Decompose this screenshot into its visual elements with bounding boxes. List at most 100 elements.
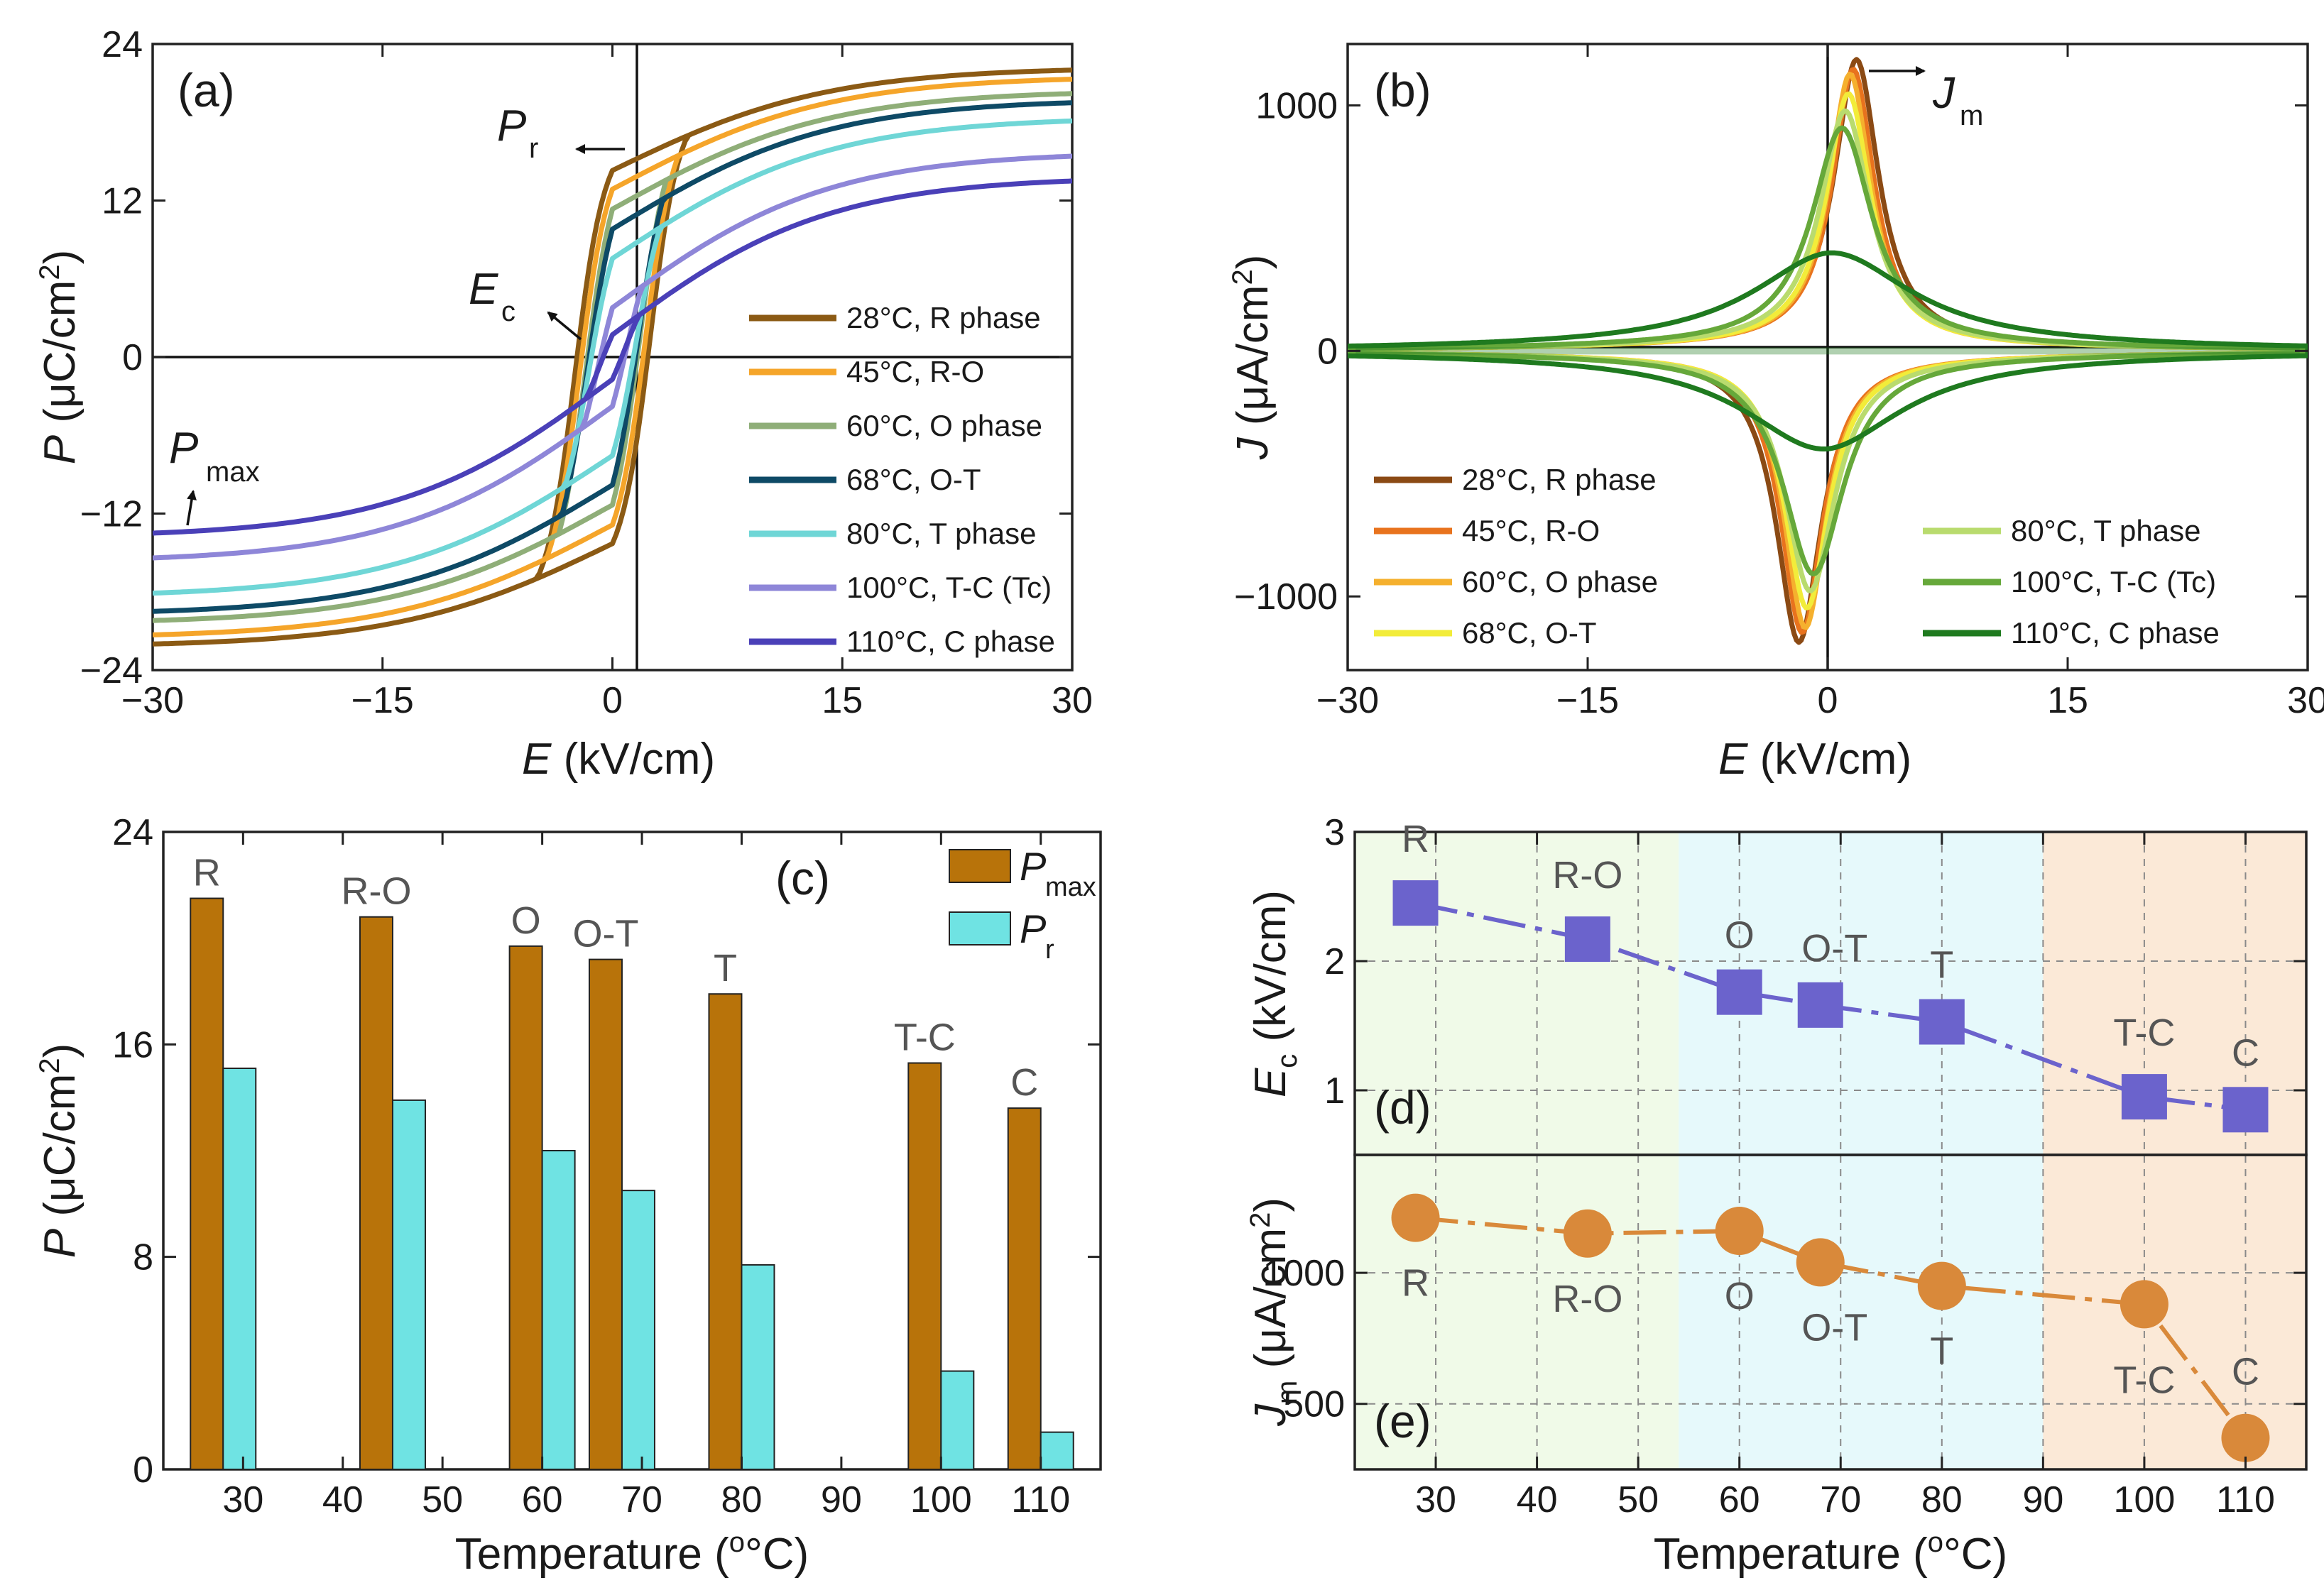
c-ytick-label: 8 — [133, 1237, 153, 1278]
panel-c-label: (c) — [775, 852, 830, 904]
ec-point-label-1: R-O — [1552, 854, 1622, 897]
jm-point-4 — [1917, 1261, 1966, 1310]
c-ytick-label: 0 — [133, 1449, 153, 1491]
e-xtick-label: 80 — [1921, 1479, 1963, 1520]
a-xtick-label: 0 — [602, 680, 623, 721]
panel-de-ticks: 30 40 50 60 70 80 90 100 110 3 2 1 1000 500 — [1262, 812, 2306, 1520]
phase-region-2 — [2043, 832, 2306, 1469]
svg-text:P: P — [169, 424, 198, 473]
svg-text:E: E — [469, 265, 498, 314]
jm-point-label-3: O-T — [1801, 1306, 1867, 1349]
annotation-pmax: P max — [169, 424, 260, 526]
ec-point-5 — [2121, 1074, 2167, 1120]
jm-point-2 — [1715, 1207, 1764, 1256]
bar-phase-label-4: T — [714, 947, 737, 990]
a-xtick-label: 15 — [822, 680, 863, 721]
e-xtick-label: 110 — [2216, 1479, 2275, 1520]
panel-b-current: −30 −15 0 15 30 1000 0 −1000 (b) J m 28°C, R ph… — [1227, 43, 2324, 784]
a-ytick-label: 12 — [102, 181, 143, 222]
a-xtick-label: 30 — [1052, 680, 1093, 721]
svg-text:max: max — [206, 456, 260, 488]
b-legend-label-6: 110°C, C phase — [2011, 616, 2220, 649]
ec-point-label-4: T — [1930, 944, 1953, 987]
e-xtick-label: 70 — [1820, 1479, 1861, 1520]
b-xtick-label: 30 — [2287, 680, 2324, 721]
c-xtick-label: 80 — [721, 1479, 763, 1520]
panel-a-hysteresis: −30 −15 0 15 30 24 12 0 −12 −24 (a) P r E c P max… — [34, 24, 1093, 784]
jm-point-6 — [2221, 1413, 2270, 1462]
panel-e-frame — [1353, 1153, 2308, 1471]
bar-phase-label-6: C — [1010, 1061, 1038, 1104]
bar-pr-2 — [541, 1150, 576, 1470]
ec-point-2 — [1716, 969, 1762, 1015]
b-legend-label-0: 28°C, R phase — [1462, 463, 1657, 496]
bar-phase-label-5: T-C — [894, 1016, 956, 1059]
bar-pr-4 — [741, 1264, 775, 1471]
j-series-5 — [1348, 125, 2308, 577]
panel-c-bars: R R-OO O-TTT-CC 30 40 50 60 70 80 90 100 110241680… — [34, 812, 1102, 1579]
jm-point-label-4: T — [1930, 1330, 1953, 1373]
b-ytick-label: −1000 — [1234, 576, 1338, 618]
bar-pmax-5 — [907, 1062, 942, 1470]
panel-a-label: (a) — [178, 64, 235, 116]
c-xtick-label: 70 — [621, 1479, 662, 1520]
a-legend-label-6: 110°C, C phase — [846, 625, 1055, 658]
b-legend-label-2: 60°C, O phase — [1462, 565, 1658, 598]
panel-a-loops — [153, 67, 1072, 647]
e-ytick-label: 500 — [1283, 1384, 1345, 1425]
bar-pmax-4 — [708, 993, 743, 1471]
panel-a-xlabel: E (kV/cm) — [522, 735, 715, 784]
bar-phase-label-0: R — [193, 852, 221, 894]
panel-c-ylabel: P (μC/cm2) — [34, 1043, 84, 1259]
panel-e-label: (e) — [1374, 1395, 1431, 1447]
a-legend-label-3: 68°C, O-T — [846, 463, 981, 496]
a-xtick-label: −30 — [121, 680, 184, 721]
a-legend-label-2: 60°C, O phase — [846, 409, 1042, 442]
pmax-arrow — [186, 490, 197, 526]
ec-point-6 — [2222, 1087, 2269, 1133]
svg-text:J: J — [1932, 69, 1955, 118]
panel-b-legend: 28°C, R phase 45°C, R-O 60°C, O phase 68°C,… — [1374, 463, 2220, 649]
panel-e-ylabel: Jm (μA/cm2) — [1245, 1197, 1303, 1427]
bar-pr-1 — [391, 1099, 426, 1470]
jm-point-label-6: C — [2232, 1351, 2259, 1393]
loop-series-3 — [153, 100, 1072, 614]
bar-pr-0 — [222, 1068, 257, 1470]
e-xtick-label: 50 — [1617, 1479, 1659, 1520]
b-legend-label-3: 68°C, O-T — [1462, 616, 1597, 649]
a-legend-label-5: 100°C, T-C (Tc) — [846, 571, 1052, 604]
bar-pmax-0 — [190, 897, 224, 1470]
bar-pr-5 — [940, 1370, 975, 1471]
c-ytick-label: 24 — [112, 812, 153, 853]
jm-point-label-0: R — [1402, 1262, 1429, 1305]
a-legend-label-4: 80°C, T phase — [846, 517, 1036, 550]
legend-sub-pmax: max — [1045, 872, 1096, 902]
ec-point-3 — [1797, 982, 1843, 1028]
e-xtick-label: 40 — [1517, 1479, 1558, 1520]
jm-point-0 — [1391, 1193, 1440, 1242]
e-xtick-label: 30 — [1415, 1479, 1456, 1520]
a-ytick-label: 24 — [102, 24, 143, 65]
e-xtick-label: 60 — [1719, 1479, 1760, 1520]
ec-point-label-5: T-C — [2113, 1012, 2175, 1054]
b-xtick-label: 0 — [1818, 680, 1838, 721]
annotation-ec: E c — [469, 265, 582, 341]
panel-c-xlabel: Temperature (o°C) — [455, 1527, 809, 1579]
panel-e-series: R R-O O O-T T T-C C — [1391, 1193, 2270, 1462]
loop-series-1 — [153, 77, 1072, 637]
jm-point-3 — [1796, 1238, 1845, 1287]
bar-phase-label-3: O-T — [572, 913, 638, 955]
loop-series-0 — [153, 67, 1072, 647]
c-xtick-label: 110 — [1011, 1479, 1070, 1520]
panel-de-temperature: R R-O O O-T T T-C C R R-O O O-T T T-C C 30 40 50 60 70 80… — [1245, 812, 2308, 1579]
j-series-4 — [1348, 108, 2308, 593]
panel-b-label: (b) — [1374, 64, 1431, 116]
panel-d-ylabel: Ec (kV/cm) — [1246, 890, 1303, 1097]
panel-b-ylabel: J (μA/cm2) — [1227, 255, 1277, 461]
bar-pr-6 — [1040, 1431, 1074, 1471]
a-ytick-label: −24 — [80, 650, 143, 691]
b-xtick-label: −15 — [1556, 680, 1619, 721]
c-xtick-label: 40 — [322, 1479, 364, 1520]
j-series-6 — [1348, 250, 2308, 451]
